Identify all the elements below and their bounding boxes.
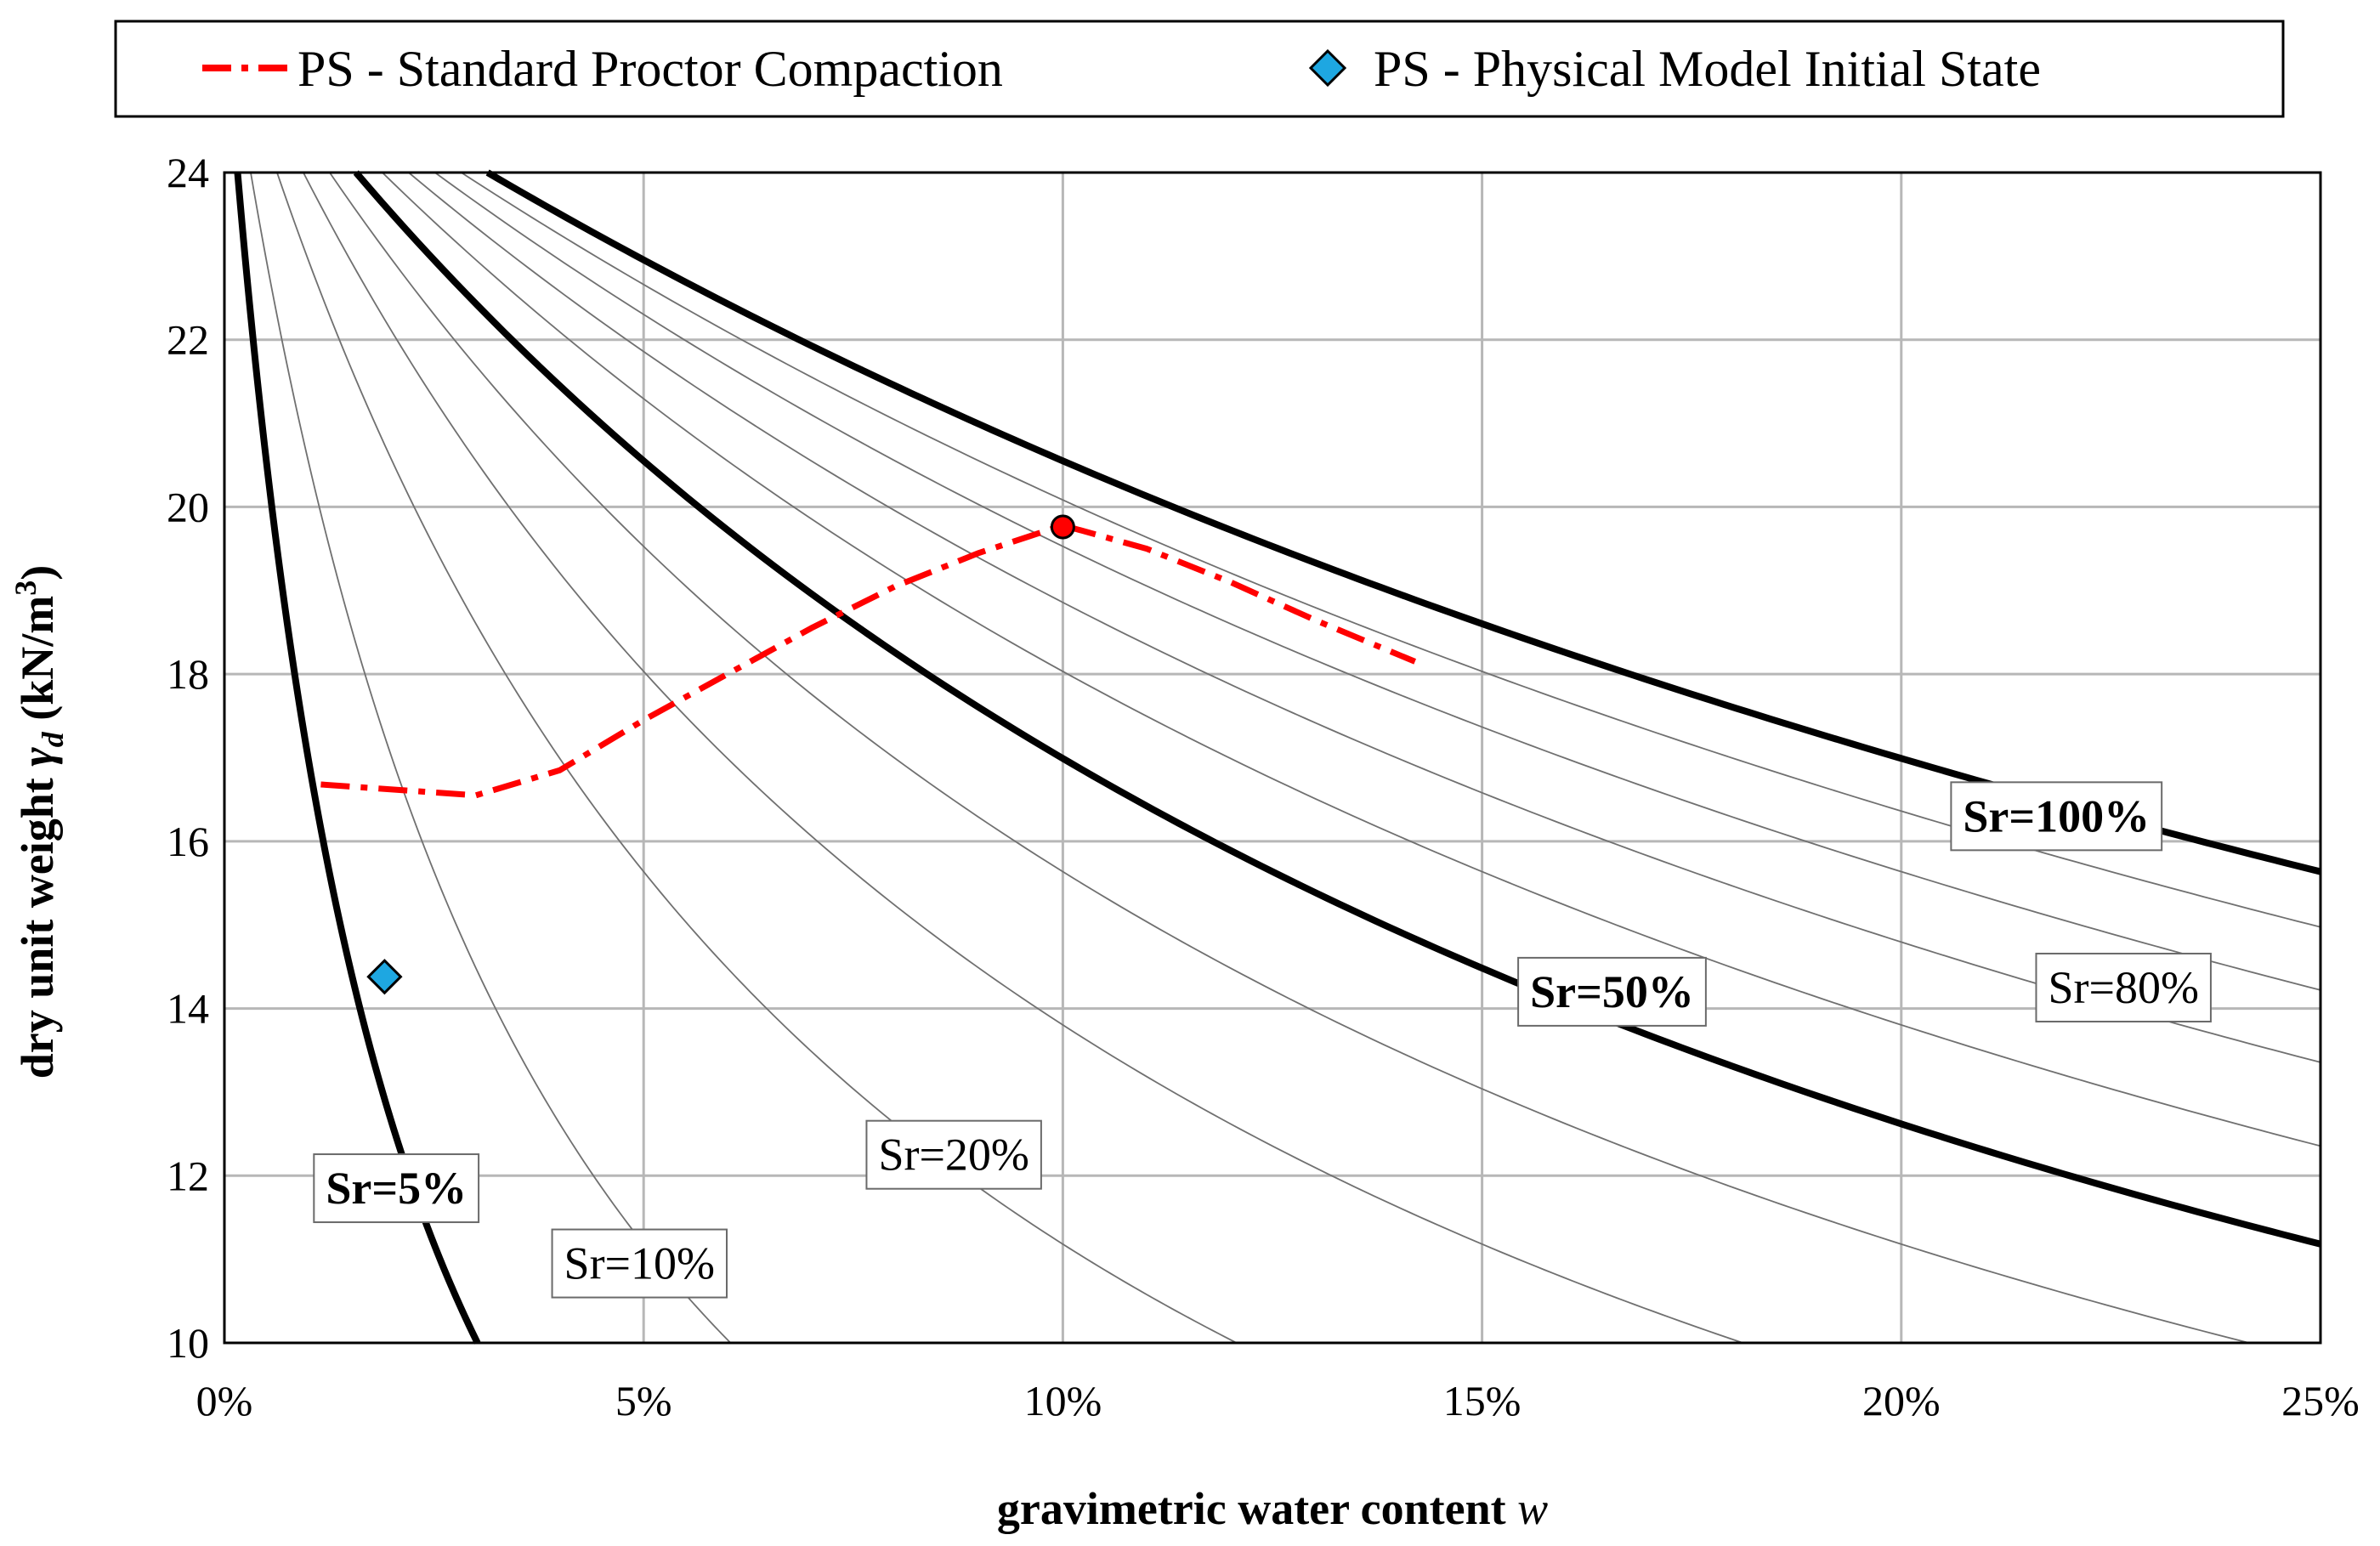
x-tick-label-2: 10%	[1024, 1377, 1102, 1424]
y-tick-label-0: 10	[167, 1319, 209, 1367]
sr-label-50: Sr=50%	[1517, 956, 1707, 1027]
sr-label-100: Sr=100%	[1950, 781, 2163, 852]
y-tick-label-2: 14	[167, 985, 209, 1033]
plot-area: Sr=5% Sr=10% Sr=20% Sr=50% Sr=80% Sr=100%	[223, 169, 2322, 1345]
y-axis-ticks: 10 12 14 16 18 20 22 24	[167, 149, 209, 1367]
saturation-curve-sr-80	[434, 172, 2321, 991]
sr-label-20: Sr=20%	[865, 1119, 1042, 1190]
legend-box	[114, 20, 2285, 118]
x-axis-label-text: gravimetric water content	[997, 1483, 1506, 1534]
sr-label-box-20	[865, 1119, 1042, 1190]
y-axis-label-prefix: dry unit weight	[12, 778, 63, 1079]
sr-label-5: Sr=5%	[313, 1153, 480, 1224]
saturation-curve-sr-50	[353, 170, 2321, 1248]
legend-swatch-physical-model	[1308, 48, 1347, 88]
sr-label-text-100: Sr=100%	[1963, 790, 2150, 841]
x-axis-label-symbol: w	[1517, 1483, 1548, 1534]
y-axis-label: dry unit weight γd (kN/m3)	[8, 565, 70, 1079]
legend: PS - Standard Proctor Compaction PS - Ph…	[114, 20, 2285, 118]
saturation-curve-sr-5	[234, 172, 481, 1345]
series-layer	[320, 514, 1417, 995]
saturation-labels: Sr=5% Sr=10% Sr=20% Sr=50% Sr=80% Sr=100%	[313, 781, 2212, 1299]
y-tick-label-6: 22	[167, 316, 209, 364]
grid-lines	[224, 173, 2320, 1343]
plot-background	[224, 173, 2320, 1343]
x-tick-label-5: 25%	[2281, 1377, 2360, 1424]
x-tick-label-1: 5%	[615, 1377, 672, 1424]
y-axis-label-units-sup: 3	[8, 580, 42, 596]
saturation-curve-sr-70	[408, 172, 2321, 1063]
y-tick-label-4: 18	[167, 650, 209, 698]
proctor-optimum-point	[1050, 514, 1075, 540]
x-tick-label-3: 15%	[1443, 1377, 1522, 1424]
y-axis-label-units-close: )	[12, 565, 63, 580]
plot-border	[223, 171, 2322, 1345]
sr-label-text-80: Sr=80%	[2048, 962, 2198, 1013]
y-tick-label-3: 16	[167, 818, 209, 865]
y-axis-label-subscript: d	[36, 731, 70, 747]
y-tick-label-7: 24	[167, 149, 209, 196]
sr-label-text-5: Sr=5%	[326, 1163, 467, 1214]
sr-label-text-10: Sr=10%	[564, 1238, 715, 1289]
sr-label-80: Sr=80%	[2035, 952, 2212, 1022]
sr-label-text-20: Sr=20%	[878, 1130, 1028, 1181]
legend-label-proctor: PS - Standard Proctor Compaction	[298, 41, 1003, 97]
y-axis-label-symbol: γ	[12, 747, 63, 767]
series-proctor-curve	[320, 522, 1417, 799]
sr-label-box-50	[1517, 956, 1707, 1027]
saturation-curve-sr-60	[382, 172, 2321, 1147]
x-tick-label-0: 0%	[196, 1377, 253, 1424]
series-physical-model-point	[366, 959, 403, 995]
sr-label-text-50: Sr=50%	[1530, 966, 1694, 1017]
sr-label-10: Sr=10%	[551, 1228, 728, 1299]
x-axis-label: gravimetric water content w	[997, 1483, 1548, 1534]
x-tick-label-4: 20%	[1862, 1377, 1941, 1424]
x-axis-ticks: 0% 5% 10% 15% 20% 25%	[196, 1377, 2360, 1424]
saturation-curve-sr-30	[303, 172, 1743, 1344]
legend-label-physical-model: PS - Physical Model Initial State	[1374, 41, 2041, 97]
sr-label-box-10	[551, 1228, 728, 1299]
saturation-curve-sr-20	[276, 172, 1238, 1344]
y-tick-label-5: 20	[167, 483, 209, 530]
sr-label-box-100	[1950, 781, 2163, 852]
saturation-curve-sr-40	[329, 172, 2249, 1344]
y-axis-label-units: (kN/m	[12, 596, 63, 721]
sr-label-box-80	[2035, 952, 2212, 1022]
y-tick-label-1: 12	[167, 1152, 209, 1199]
sr-label-box-5	[313, 1153, 480, 1224]
